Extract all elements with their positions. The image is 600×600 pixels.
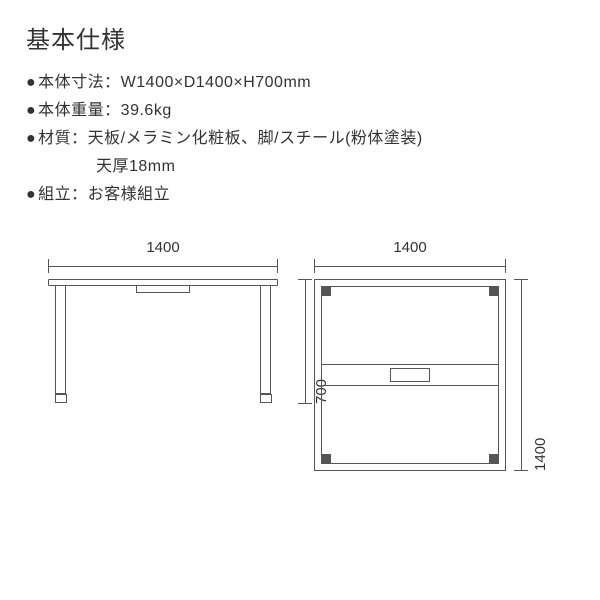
- spec-item-indent: 天厚18mm: [26, 153, 574, 181]
- front-view-diagram: 1400 700: [36, 239, 296, 459]
- spec-list: 本体寸法：W1400×D1400×H700mm 本体重量：39.6kg 材質：天…: [26, 69, 574, 209]
- front-width-label: 1400: [48, 239, 278, 256]
- spec-item: 組立：お客様組立: [26, 181, 574, 209]
- front-body: [48, 279, 278, 404]
- foot: [55, 394, 67, 403]
- top-view-diagram: 1400 1400: [314, 239, 564, 459]
- top-width-label: 1400: [314, 239, 506, 256]
- tabletop: [48, 279, 278, 286]
- corner-post: [321, 454, 331, 464]
- spec-item: 本体寸法：W1400×D1400×H700mm: [26, 69, 574, 97]
- diagrams-container: 1400 700 1400 1400: [26, 239, 574, 459]
- corner-post: [321, 286, 331, 296]
- front-width-rule: [48, 259, 278, 273]
- corner-post: [489, 286, 499, 296]
- top-body: [314, 279, 506, 471]
- legs: [48, 286, 278, 404]
- page-title: 基本仕様: [26, 20, 574, 55]
- center-box: [390, 368, 430, 382]
- top-width-rule: [314, 259, 506, 273]
- foot: [260, 394, 272, 403]
- top-depth-rule: [514, 279, 528, 471]
- leg-right: [260, 286, 271, 394]
- top-depth-label: 1400: [532, 279, 549, 471]
- front-height-rule: [298, 279, 312, 404]
- corner-post: [489, 454, 499, 464]
- spec-item: 本体重量：39.6kg: [26, 97, 574, 125]
- spec-item: 材質：天板/メラミン化粧板、脚/スチール(粉体塗装): [26, 125, 574, 153]
- leg-left: [55, 286, 66, 394]
